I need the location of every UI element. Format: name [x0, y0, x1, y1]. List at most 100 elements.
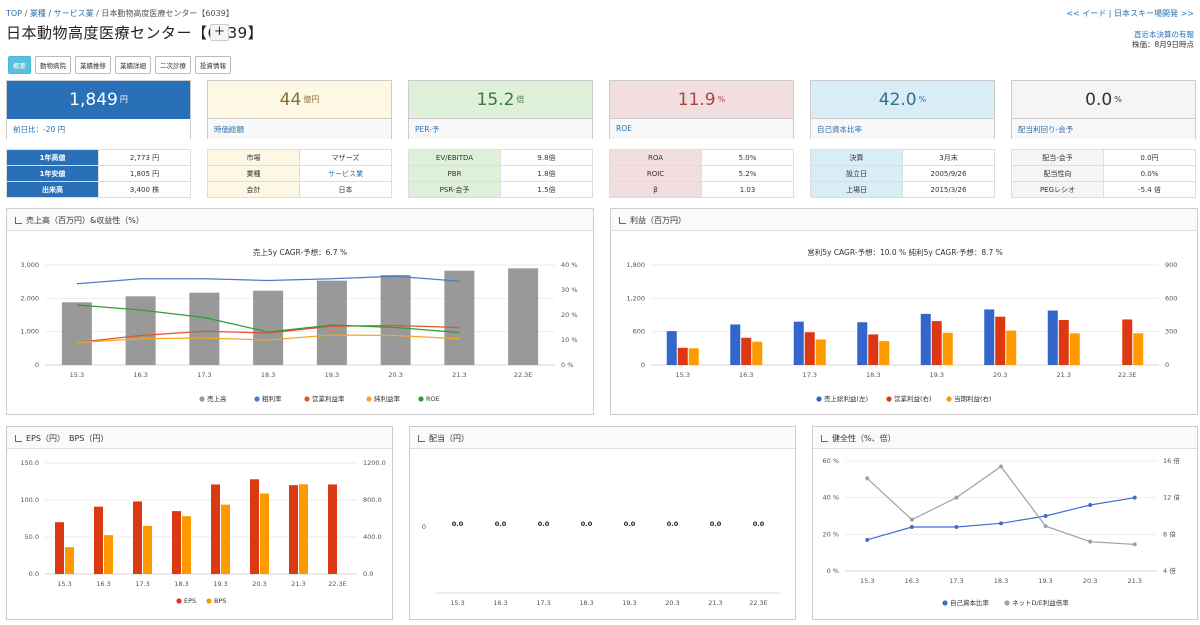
table-row: ROIC 5.2%: [609, 165, 794, 182]
sector-link[interactable]: サービス業: [328, 169, 363, 178]
eps-bps-chart: 150.0 100.0 50.0 0.0 1200.0 800.0 400.0 0.0 15.3…: [20, 459, 385, 605]
table-value-cell: 2005/9/26: [902, 165, 995, 182]
table-value-cell: 日本: [299, 181, 392, 198]
bar: [1006, 330, 1017, 365]
bar: [508, 268, 539, 365]
tab-4[interactable]: 二次診療: [155, 56, 191, 74]
y-tick-label-right: 10 %: [561, 336, 578, 344]
tab-2[interactable]: 業績推移: [75, 56, 111, 74]
breadcrumb-industry-link[interactable]: 業種: [29, 9, 46, 18]
metric-table: 配当-会予 0.0円 配当性向 0.0% PEGレシオ -5.4 倍: [1011, 149, 1196, 198]
legend-label: 売上高: [207, 394, 227, 403]
y-tick-label: 3,000: [20, 261, 39, 269]
data-point: [1132, 495, 1137, 500]
x-tick-label: 16.3: [739, 371, 753, 379]
table-value-cell: マザーズ: [299, 149, 392, 166]
data-label: 0.0: [710, 520, 722, 528]
breadcrumb-top-link[interactable]: TOP: [6, 9, 23, 18]
table-value-cell: 1.03: [701, 181, 794, 198]
kpi-value: 0.0%: [1012, 81, 1195, 119]
tab-5[interactable]: 投資情報: [195, 56, 231, 74]
prev-next-company-links[interactable]: << イード | 日本スキー場開発 >>: [1066, 9, 1194, 18]
tab-1[interactable]: 動物病院: [35, 56, 71, 74]
bar: [94, 506, 103, 574]
legend-marker: [886, 396, 892, 402]
bar: [804, 332, 815, 365]
kpi-label[interactable]: PER-予: [409, 119, 592, 139]
data-point: [909, 517, 914, 522]
bar: [189, 292, 220, 365]
kpi-unit: %: [918, 95, 927, 104]
soundness-chart: 60 % 40 % 20 % 0 % 16 倍 12 倍 8 倍 4 倍 15.3 16.3 17.…: [822, 456, 1180, 607]
tab-3[interactable]: 業績詳細: [115, 56, 151, 74]
x-tick-label: 21.3: [708, 599, 722, 607]
x-tick-label: 18.3: [866, 371, 880, 379]
kpi-number: 42.0: [878, 89, 917, 110]
x-tick-label: 21.3: [1127, 577, 1141, 585]
bar: [815, 339, 826, 365]
table-row: 配当-会予 0.0円: [1011, 149, 1196, 166]
data-label: 0.0: [624, 520, 636, 528]
legend-label: 当期利益(右): [954, 394, 992, 403]
x-tick-label: 16.3: [133, 371, 147, 379]
kpi-label[interactable]: 時価総額: [208, 119, 391, 139]
y-tick-label: 0: [35, 361, 39, 369]
kpi-number: 11.9: [677, 89, 716, 110]
series-line: [76, 304, 460, 334]
add-watchlist-button[interactable]: +: [210, 24, 229, 41]
table-value-cell: 2,773 円: [98, 149, 191, 166]
y-tick-label: 0.0: [29, 570, 39, 578]
bar: [250, 479, 259, 574]
breadcrumb-sector-link[interactable]: サービス業: [53, 9, 94, 18]
table-row: ROA 5.0%: [609, 149, 794, 166]
kpi-card: 1,849 円前日比：-20 円: [6, 80, 191, 139]
kpi-value: 15.2 倍: [409, 81, 592, 119]
table-header-cell: ROIC: [609, 165, 702, 182]
table-row: 配当性向 0.0%: [1011, 165, 1196, 182]
profit-panel: 利益（百万円） 営利5y CAGR-予想：10.0 % 純利5y CAGR-予想…: [610, 208, 1198, 415]
bar: [857, 322, 868, 365]
legend-marker: [1004, 600, 1010, 606]
kpi-unit: 倍: [516, 95, 525, 104]
table-header-cell: PEGレシオ: [1011, 181, 1104, 198]
bar: [104, 535, 113, 574]
data-point: [1132, 542, 1137, 547]
series-line: [76, 334, 460, 344]
bar: [752, 341, 763, 365]
annual-report-link[interactable]: 直近本決算の有報: [1134, 30, 1194, 39]
table-row: 1年高値 2,773 円: [6, 149, 191, 166]
x-tick-label: 20.3: [665, 599, 679, 607]
table-header-cell: EV/EBITDA: [408, 149, 501, 166]
sales-profitability-panel: 売上高（百万円）&収益性（%） 売上5y CAGR-予想：6.7 % 3,000 2…: [6, 208, 594, 415]
data-point: [909, 525, 914, 529]
legend-marker: [366, 396, 372, 402]
y-tick-label: 50.0: [25, 533, 39, 541]
kpi-label[interactable]: 前日比：-20 円: [7, 119, 190, 139]
bar: [688, 348, 699, 365]
x-tick-label: 15.3: [450, 599, 464, 607]
table-value-cell: 9.8倍: [500, 149, 593, 166]
y-tick-label: 40 %: [822, 494, 839, 502]
legend-label: ネットD/E利益倍率: [1012, 598, 1069, 607]
y-tick-label-right: 20 %: [561, 311, 578, 319]
dividend-panel: 配当（円） 0 15.3 0.0 16.3 0.0 17.3 0.0 18.3 0.0 19.3 0…: [409, 426, 796, 620]
bar: [182, 516, 191, 574]
kpi-label[interactable]: 自己資本比率: [811, 119, 994, 139]
legend-marker: [418, 396, 424, 402]
y-tick-label: 0: [641, 361, 645, 369]
x-tick-label: 20.3: [252, 580, 266, 588]
kpi-value: 11.9%: [610, 81, 793, 119]
kpi-label[interactable]: ROE: [610, 119, 793, 139]
bar: [868, 334, 879, 365]
chart-title: 売上5y CAGR-予想：6.7 %: [253, 247, 347, 257]
table-header-cell: 上場日: [810, 181, 903, 198]
table-value-cell: 0.0円: [1103, 149, 1196, 166]
x-tick-label: 15.3: [57, 580, 71, 588]
y-tick-label: 2,000: [20, 294, 39, 302]
x-tick-label: 19.3: [1038, 577, 1052, 585]
kpi-label[interactable]: 配当利回り-会予: [1012, 119, 1195, 139]
y-tick-label: 0: [422, 523, 426, 531]
tab-0[interactable]: 概要: [8, 56, 31, 74]
data-label: 0.0: [753, 520, 765, 528]
table-value-cell: 5.2%: [701, 165, 794, 182]
